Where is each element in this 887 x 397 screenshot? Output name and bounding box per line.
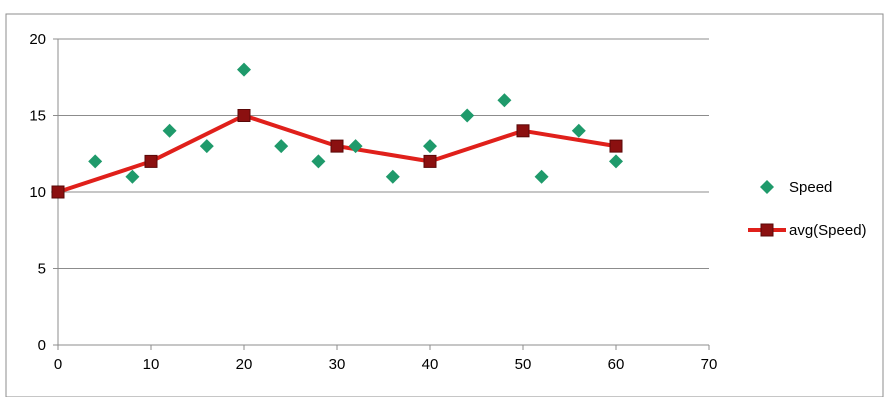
- y-tick-label-15: 15: [29, 108, 46, 125]
- legend-avg-marker: [760, 223, 774, 237]
- x-tick-label-30: 30: [329, 356, 346, 373]
- x-tick-label-0: 0: [54, 356, 62, 373]
- chart-frame: [5, 13, 884, 397]
- speed-point-11: [460, 108, 475, 123]
- speed-point-8: [348, 139, 363, 154]
- legend-speed-label: Speed: [789, 179, 832, 196]
- speed-point-1: [88, 154, 103, 169]
- grid-layer: [58, 38, 709, 269]
- speed-point-10: [423, 139, 437, 154]
- avg-speed-marker-1: [144, 154, 158, 168]
- avg-speed-marker-4: [423, 154, 437, 168]
- y-tick-label-20: 20: [29, 31, 46, 48]
- speed-point-9: [385, 169, 400, 184]
- x-tick-label-40: 40: [422, 356, 439, 373]
- speed-point-3: [162, 123, 177, 138]
- avg-speed-marker-5: [516, 124, 530, 138]
- speed-point-6: [274, 139, 289, 154]
- legend-layer: Speed avg(Speed): [748, 179, 867, 239]
- axis-layer: 0 5 10 15 20 0 10 20 30 40 50 60 70: [29, 31, 717, 373]
- speed-point-4: [199, 139, 214, 154]
- x-tick-label-50: 50: [515, 356, 532, 373]
- y-tick-label-5: 5: [38, 261, 46, 278]
- legend-avg-label: avg(Speed): [789, 222, 867, 239]
- avg-speed-marker-6: [609, 139, 623, 153]
- y-tick-label-10: 10: [29, 184, 46, 201]
- series-layer: [51, 62, 623, 199]
- speed-point-2: [125, 169, 140, 184]
- legend-speed-marker: [760, 180, 774, 194]
- speed-point-14: [571, 123, 586, 138]
- speed-point-13: [534, 169, 549, 184]
- speed-point-12: [497, 93, 512, 108]
- y-tick-label-0: 0: [38, 337, 46, 354]
- x-tick-label-10: 10: [143, 356, 160, 373]
- speed-point-15: [609, 154, 623, 169]
- avg-speed-marker-3: [330, 139, 344, 153]
- x-tick-label-60: 60: [608, 356, 625, 373]
- x-tick-label-20: 20: [236, 356, 253, 373]
- avg-speed-marker-0: [51, 185, 65, 199]
- speed-point-5: [237, 62, 251, 77]
- speed-point-7: [311, 154, 326, 169]
- avg-speed-marker-2: [237, 109, 251, 122]
- x-tick-label-70: 70: [701, 356, 718, 373]
